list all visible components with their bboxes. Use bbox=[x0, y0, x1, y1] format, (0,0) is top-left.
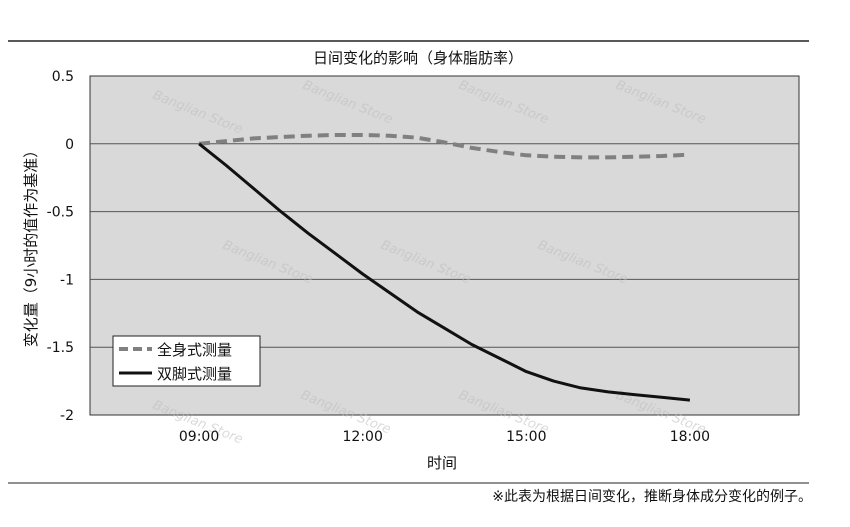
chart-title: 日间变化的影响（身体脂肪率） bbox=[313, 49, 523, 67]
y-axis-label: 变化量（9小时的值作为基准） bbox=[22, 143, 40, 348]
series-line-2 bbox=[198, 142, 691, 402]
legend-label-series-1: 全身式测量 bbox=[157, 341, 232, 359]
series-line-1 bbox=[198, 133, 691, 160]
x-axis-ticks: 09:00 12:00 15:00 18:00 bbox=[179, 429, 710, 445]
x-axis-label: 时间 bbox=[427, 454, 457, 472]
y-tick-label: -1 bbox=[60, 272, 74, 288]
y-tick-label: -0.5 bbox=[47, 205, 74, 221]
legend: 全身式测量 双脚式测量 bbox=[112, 335, 261, 387]
y-tick-label: 0.5 bbox=[52, 69, 74, 85]
y-axis-ticks: 0.5 0 -0.5 -1 -1.5 -2 bbox=[47, 69, 74, 424]
footnote: ※此表为根据日间变化，推断身体成分变化的例子。 bbox=[492, 489, 812, 505]
legend-box bbox=[112, 335, 261, 387]
x-tick-label: 15:00 bbox=[506, 429, 546, 445]
series-lines bbox=[198, 133, 691, 402]
x-tick-label: 18:00 bbox=[670, 429, 710, 445]
x-tick-label: 12:00 bbox=[343, 429, 383, 445]
y-tick-label: -1.5 bbox=[47, 340, 74, 356]
x-tick-label: 09:00 bbox=[179, 429, 219, 445]
y-tick-label: 0 bbox=[65, 137, 74, 153]
plot-area bbox=[89, 75, 800, 416]
y-tick-label: -2 bbox=[60, 408, 74, 424]
legend-label-series-2: 双脚式测量 bbox=[157, 365, 232, 383]
